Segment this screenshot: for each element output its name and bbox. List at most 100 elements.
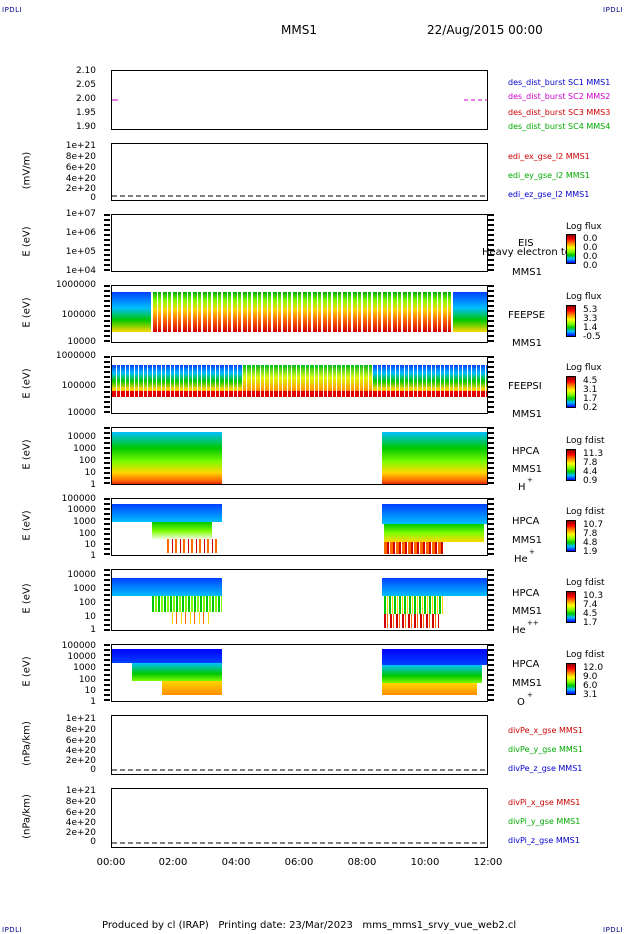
- colorbar-title: Log fdist: [566, 650, 605, 660]
- ytick: 1.90: [75, 122, 96, 132]
- x-tick-label: 06:00: [284, 857, 314, 868]
- plot-date: 22/Aug/2015 00:00: [427, 23, 543, 37]
- corner-logo-bottom-left: IPDLI: [2, 926, 23, 934]
- ytick: 10: [84, 540, 96, 550]
- species-label: He: [514, 554, 528, 565]
- ytick: 1000000: [55, 280, 96, 290]
- colorbar-value: 3.1: [583, 690, 598, 700]
- colorbar-value: 0.0: [583, 261, 598, 271]
- x-tick-label: 08:00: [347, 857, 377, 868]
- ytick: 100: [78, 456, 96, 466]
- ytick: 1e+05: [65, 247, 96, 257]
- x-tick-label: 00:00: [96, 857, 126, 868]
- species-label: He: [512, 625, 526, 636]
- ytick: 100000: [61, 381, 96, 391]
- colorbar-value: 12.0: [583, 663, 604, 673]
- colorbar-value: 10.3: [583, 591, 604, 601]
- species-charge: +: [529, 548, 535, 556]
- legend-entry: des_dist_burst SC1 MMS1: [508, 78, 611, 87]
- ytick: 1e+04: [65, 266, 96, 276]
- ytick: 4e+20: [65, 818, 96, 828]
- ytick: 1: [90, 697, 96, 707]
- colorbar-value: 4.8: [583, 538, 598, 548]
- instrument-label: HPCA: [512, 588, 540, 599]
- colorbar-title: Log flux: [566, 222, 602, 232]
- ytick: 100000: [61, 494, 96, 504]
- colorbar: [566, 520, 576, 552]
- corner-logo-top-right: IPDLI: [603, 6, 624, 14]
- colorbar-value: 11.3: [583, 449, 604, 459]
- spacecraft-label: MMS1: [512, 606, 542, 617]
- tick-marks: [488, 427, 494, 485]
- x-tick-label: 02:00: [158, 857, 188, 868]
- species-charge: ++: [527, 619, 539, 627]
- tick-marks: [104, 214, 110, 272]
- colorbar-value: 0.0: [583, 234, 598, 244]
- y-axis-label: (nPa/km): [21, 721, 33, 766]
- colorbar-value: 0.0: [583, 243, 598, 253]
- colorbar-value: 1.4: [583, 323, 598, 333]
- species-label: Heavy electron to: [482, 247, 571, 258]
- y-axis-label: E (eV): [21, 297, 33, 328]
- ytick: 2e+20: [65, 756, 96, 766]
- ytick: 1000000: [55, 351, 96, 361]
- spacecraft-label: MMS1: [512, 338, 542, 349]
- spacecraft-label: MMS1: [512, 464, 542, 475]
- ytick: 1000: [73, 517, 96, 527]
- ytick: 2e+20: [65, 184, 96, 194]
- legend-entry: edi_ex_gse_l2 MMS1: [508, 152, 590, 161]
- colorbar: [566, 305, 576, 337]
- tick-marks: [104, 356, 110, 414]
- colorbar-value: 1.7: [583, 394, 598, 404]
- ytick: 6e+20: [65, 808, 96, 818]
- y-axis-label: E (eV): [21, 226, 33, 257]
- colorbar-value: 6.0: [583, 681, 598, 691]
- tick-marks: [104, 644, 110, 702]
- tick-marks: [104, 285, 110, 343]
- footer-credits: Produced by cl (IRAP) Printing date: 23/…: [102, 920, 517, 931]
- corner-logo-top-left: IPDLI: [2, 6, 23, 14]
- spacecraft-label: MMS1: [512, 409, 542, 420]
- colorbar: [566, 234, 576, 264]
- spacecraft-label: MMS1: [512, 535, 542, 546]
- ytick: 2.00: [75, 94, 96, 104]
- ytick: 1000: [73, 584, 96, 594]
- ytick: 10: [84, 686, 96, 696]
- colorbar-title: Log fdist: [566, 436, 605, 446]
- colorbar-value: 5.3: [583, 305, 598, 315]
- tick-marks: [488, 356, 494, 414]
- ytick: 100000: [61, 310, 96, 320]
- colorbar: [566, 376, 576, 408]
- instrument-label: FEEPSI: [508, 381, 542, 392]
- ytick: 1: [90, 625, 96, 635]
- tick-marks: [488, 214, 494, 272]
- legend-entry: divPe_z_gse MMS1: [508, 764, 583, 773]
- instrument-label: HPCA: [512, 516, 540, 527]
- panel-hpca-he: [111, 498, 488, 556]
- y-axis-label: (mV/m): [21, 151, 33, 190]
- colorbar-value: 7.8: [583, 458, 598, 468]
- ytick: 10: [84, 468, 96, 478]
- ytick: 10000: [67, 432, 96, 442]
- x-tick-label: 04:00: [221, 857, 251, 868]
- instrument-label: HPCA: [512, 446, 540, 457]
- ytick: 10: [84, 612, 96, 622]
- ytick: 2.10: [75, 66, 96, 76]
- colorbar-title: Log flux: [566, 363, 602, 373]
- ytick: 6e+20: [65, 736, 96, 746]
- colorbar-value: 3.1: [583, 385, 598, 395]
- tick-marks: [104, 569, 110, 631]
- ytick: 100000: [61, 641, 96, 651]
- panel-feeps-electron: [111, 285, 488, 343]
- colorbar-title: Log fdist: [566, 507, 605, 517]
- species-charge: +: [527, 476, 533, 484]
- panel-hpca-he2: [111, 569, 488, 631]
- ytick: 2.05: [75, 80, 96, 90]
- ytick: 10000: [67, 505, 96, 515]
- ytick: 0: [90, 193, 96, 203]
- y-axis-label: E (eV): [21, 439, 33, 470]
- colorbar-value: 7.4: [583, 600, 598, 610]
- ytick: 1: [90, 551, 96, 561]
- tick-marks: [488, 569, 494, 631]
- tick-marks: [104, 498, 110, 556]
